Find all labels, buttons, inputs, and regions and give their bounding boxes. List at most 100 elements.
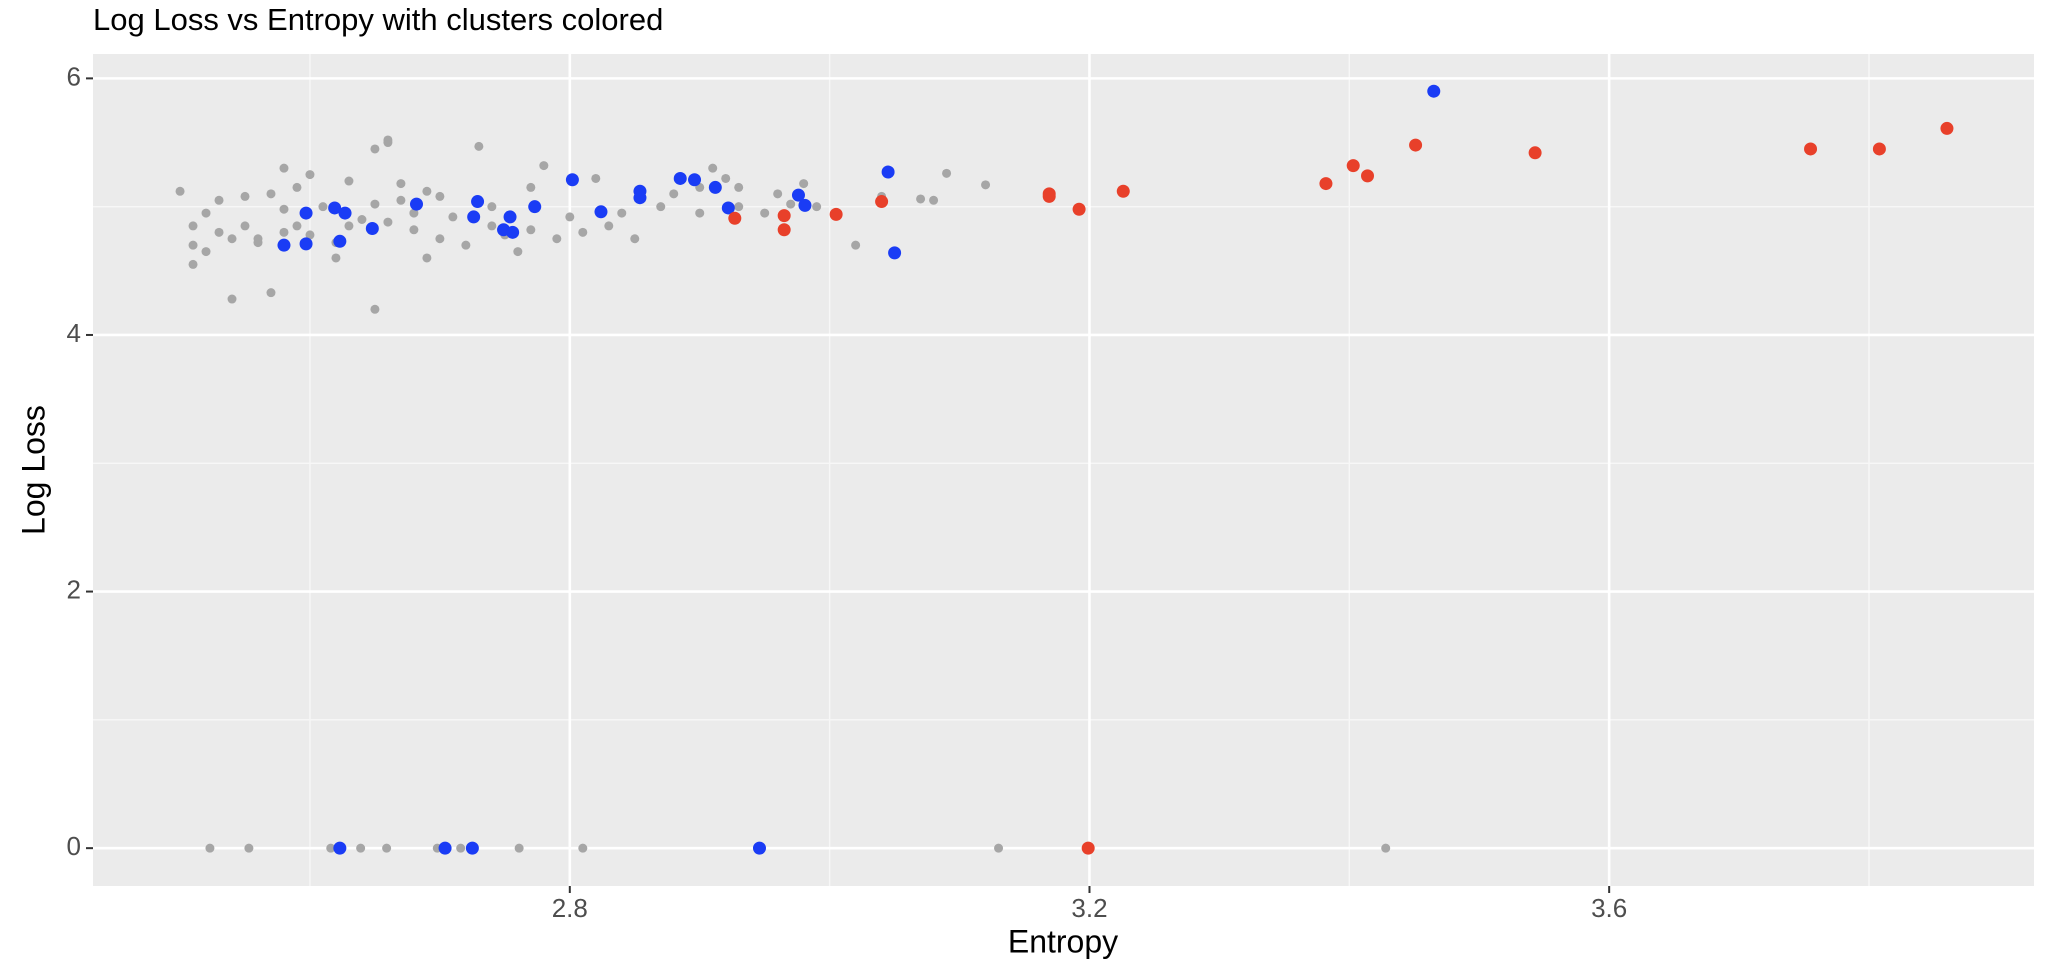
point [526,225,536,235]
point [1319,177,1333,191]
point [565,212,575,222]
point [565,173,579,187]
point [578,843,588,853]
point [777,223,791,237]
point [1042,189,1056,203]
point [461,240,471,250]
y-tick-label: 6 [67,61,81,91]
point [344,221,354,231]
point [916,194,926,204]
point [773,189,783,199]
point [942,168,952,178]
point [471,195,485,209]
point [201,208,211,218]
point [279,163,289,173]
point [1872,142,1886,156]
point [734,182,744,192]
point [503,210,517,224]
point [594,205,608,219]
point [356,843,366,853]
point [1528,146,1542,160]
point [266,288,276,298]
point [799,179,809,189]
point [1072,202,1086,216]
point [438,841,452,855]
y-tick-label: 0 [67,831,81,861]
point [188,259,198,269]
x-tick-label: 3.2 [1071,893,1107,923]
point [1804,142,1818,156]
point [487,202,497,212]
point [422,186,432,196]
point [331,253,341,263]
point [708,163,718,173]
point [526,182,536,192]
point [734,202,744,212]
point [1427,84,1441,98]
point [383,135,393,145]
point [365,221,379,235]
point [435,234,445,244]
point [277,238,291,252]
point [812,202,822,212]
point [513,247,523,257]
point [227,234,237,244]
point [1116,184,1130,198]
point [383,217,393,227]
point [370,199,380,209]
point [205,843,215,853]
point [728,211,742,225]
point [777,209,791,223]
point [370,144,380,154]
point [357,215,367,225]
point [578,227,588,237]
point [318,202,328,212]
point [539,161,549,171]
point [240,191,250,201]
point [881,165,895,179]
point [333,234,347,248]
point [214,195,224,205]
point [201,247,211,257]
point [299,237,313,251]
point [410,197,423,211]
point [474,141,484,151]
point [422,253,432,263]
point [305,170,315,180]
point [396,179,406,189]
point [1940,121,1954,135]
point [344,176,354,186]
point [465,841,479,855]
point [1381,843,1391,853]
point [786,199,796,209]
point [409,225,419,235]
point [1409,138,1423,152]
point [721,201,735,215]
point [244,843,254,853]
y-axis-title: Log Loss [15,405,51,535]
point [338,206,352,220]
point [633,191,647,205]
point [292,221,302,231]
point [791,188,805,202]
point [279,227,289,237]
point [409,208,419,218]
point [708,180,722,194]
point [328,201,342,215]
x-axis-title: Entropy [1008,923,1118,959]
point [630,234,640,244]
point [240,221,250,231]
point [279,204,289,214]
point [875,195,889,209]
point [888,246,902,260]
point [721,173,731,183]
point [266,189,276,199]
point [929,195,939,205]
point [456,843,466,853]
point [299,206,313,220]
point [669,189,679,199]
point [752,841,766,855]
point [851,240,861,250]
point [382,843,392,853]
